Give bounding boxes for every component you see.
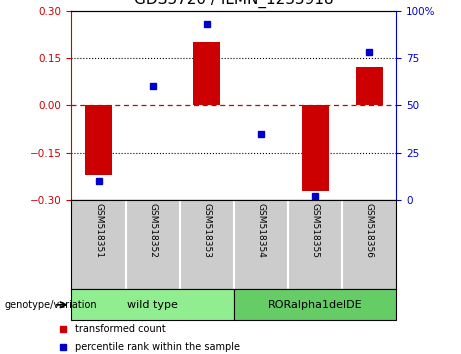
Text: GSM518355: GSM518355 [311, 202, 320, 258]
Text: transformed count: transformed count [75, 324, 166, 334]
Text: GSM518356: GSM518356 [365, 202, 374, 258]
Text: GSM518351: GSM518351 [94, 202, 103, 258]
Text: GSM518353: GSM518353 [202, 202, 212, 258]
Text: genotype/variation: genotype/variation [5, 300, 97, 310]
Text: percentile rank within the sample: percentile rank within the sample [75, 342, 240, 352]
FancyBboxPatch shape [234, 289, 396, 320]
Bar [193, 42, 220, 105]
Bar [301, 105, 329, 190]
Text: GSM518352: GSM518352 [148, 202, 157, 258]
FancyBboxPatch shape [71, 289, 234, 320]
Text: GSM518354: GSM518354 [256, 202, 266, 258]
Bar [85, 105, 112, 175]
Text: wild type: wild type [127, 300, 178, 310]
Text: RORalpha1delDE: RORalpha1delDE [268, 300, 362, 310]
Title: GDS3720 / ILMN_1235918: GDS3720 / ILMN_1235918 [134, 0, 334, 8]
Bar [356, 67, 383, 105]
